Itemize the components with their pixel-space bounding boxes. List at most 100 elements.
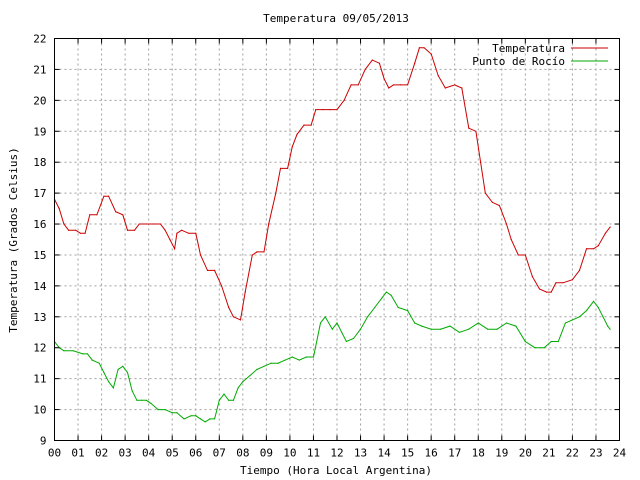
data-point-temperatura (84, 232, 86, 234)
data-point-punto-de-rocio (607, 325, 609, 327)
data-point-temperatura (562, 282, 564, 284)
x-tick-label: 10 (283, 447, 296, 460)
data-point-temperatura (75, 229, 77, 231)
data-point-temperatura (310, 124, 312, 126)
x-tick-label: 08 (236, 447, 249, 460)
data-point-temperatura (329, 109, 331, 111)
y-tick-label: 10 (33, 404, 46, 417)
data-point-punto-de-rocio (237, 387, 239, 389)
data-point-temperatura (138, 223, 140, 225)
data-point-temperatura (169, 238, 171, 241)
data-point-temperatura (68, 229, 70, 231)
data-point-temperatura (145, 223, 147, 225)
data-point-punto-de-rocio (214, 418, 216, 420)
data-point-temperatura (206, 269, 209, 271)
y-tick-label: 15 (33, 249, 46, 262)
data-point-punto-de-rocio (468, 328, 470, 330)
data-point-temperatura (498, 204, 500, 207)
x-tick-label: 14 (377, 447, 391, 460)
data-point-punto-de-rocio (249, 375, 251, 377)
x-tick-label: 03 (119, 447, 132, 460)
data-point-temperatura (571, 279, 574, 281)
data-point-temperatura (392, 84, 395, 86)
data-point-temperatura (322, 109, 324, 111)
x-tick-label: 15 (401, 447, 414, 460)
data-point-punto-de-rocio (496, 328, 498, 330)
data-point-temperatura (545, 291, 548, 293)
data-point-temperatura (407, 84, 409, 86)
data-point-temperatura (484, 192, 486, 194)
data-point-temperatura (578, 269, 581, 271)
data-point-punto-de-rocio (585, 310, 588, 312)
x-tick-label: 21 (542, 447, 555, 460)
data-point-temperatura (58, 208, 60, 210)
data-point-punto-de-rocio (505, 322, 508, 324)
data-point-punto-de-rocio (312, 356, 315, 358)
data-point-temperatura (315, 109, 317, 111)
data-point-punto-de-rocio (228, 399, 230, 401)
data-point-temperatura (461, 87, 463, 89)
x-tick-label: 01 (71, 447, 84, 460)
data-point-temperatura (164, 229, 166, 231)
data-point-temperatura (505, 223, 508, 225)
data-point-punto-de-rocio (270, 362, 272, 364)
y-tick-label: 19 (33, 125, 46, 138)
data-point-temperatura (491, 201, 493, 203)
data-point-temperatura (188, 232, 190, 234)
data-point-temperatura (115, 211, 117, 213)
x-tick-label: 23 (589, 447, 602, 460)
data-point-punto-de-rocio (199, 418, 202, 420)
data-point-temperatura (430, 53, 432, 55)
data-point-temperatura (585, 248, 588, 250)
data-point-temperatura (524, 254, 526, 256)
legend-label-temperatura: Temperatura (492, 42, 565, 55)
data-point-temperatura (517, 254, 519, 256)
y-tick-label: 17 (33, 187, 46, 200)
data-point-punto-de-rocio (150, 402, 152, 404)
series-line-temperatura (54, 47, 611, 321)
x-tick-label: 20 (519, 447, 532, 460)
y-axis-label: Temperatura (Grados Celsius) (7, 147, 20, 332)
chart-title: Temperatura 09/05/2013 (263, 12, 409, 25)
y-tick-label: 12 (33, 342, 46, 355)
data-point-temperatura (475, 130, 477, 132)
data-point-temperatura (291, 146, 293, 148)
axis-ticks: 00 01 02 03 04 05 06 07 08 09 10 11 12 13 14 15 16 17 18 19… (33, 33, 626, 460)
data-point-temperatura (103, 195, 105, 197)
data-point-punto-de-rocio (381, 297, 383, 299)
data-point-punto-de-rocio (63, 350, 65, 352)
x-tick-label: 02 (95, 447, 108, 460)
y-tick-label: 9 (40, 435, 47, 448)
data-point-temperatura (444, 87, 446, 89)
data-point-punto-de-rocio (374, 306, 376, 309)
data-point-temperatura (510, 238, 512, 241)
data-point-temperatura (303, 124, 305, 126)
data-point-punto-de-rocio (277, 362, 279, 364)
data-point-temperatura (133, 229, 136, 231)
x-tick-label: 24 (613, 447, 627, 460)
data-point-temperatura (378, 62, 380, 64)
data-point-temperatura (79, 232, 81, 234)
data-point-temperatura (371, 59, 373, 61)
data-point-temperatura (555, 282, 557, 284)
data-point-temperatura (228, 306, 230, 309)
x-axis-label: Tiempo (Hora Local Argentina) (240, 464, 432, 477)
data-point-punto-de-rocio (571, 319, 574, 321)
x-tick-label: 07 (213, 447, 226, 460)
data-point-punto-de-rocio (477, 322, 479, 324)
y-tick-label: 22 (33, 33, 46, 46)
data-point-punto-de-rocio (218, 399, 220, 401)
data-point-punto-de-rocio (440, 328, 442, 330)
data-point-punto-de-rocio (164, 409, 166, 411)
data-point-punto-de-rocio (136, 399, 138, 401)
data-point-punto-de-rocio (609, 328, 611, 330)
x-tick-label: 22 (566, 447, 579, 460)
data-point-punto-de-rocio (117, 368, 119, 370)
data-point-punto-de-rocio (597, 306, 599, 309)
data-point-temperatura (63, 223, 65, 225)
data-point-temperatura (89, 214, 91, 216)
data-point-punto-de-rocio (126, 371, 129, 374)
data-point-punto-de-rocio (305, 356, 307, 358)
x-tick-label: 12 (330, 447, 343, 460)
data-point-punto-de-rocio (171, 412, 173, 414)
